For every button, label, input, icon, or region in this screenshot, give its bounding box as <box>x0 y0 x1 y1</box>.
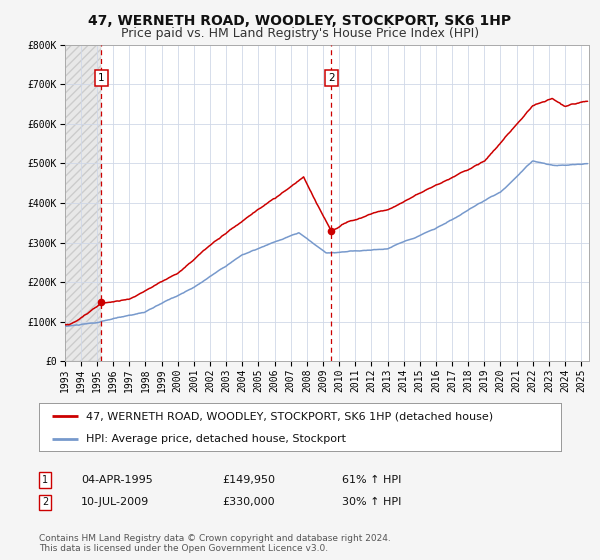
Text: 10-JUL-2009: 10-JUL-2009 <box>81 497 149 507</box>
Text: 61% ↑ HPI: 61% ↑ HPI <box>342 475 401 485</box>
Text: £330,000: £330,000 <box>222 497 275 507</box>
Bar <box>65 45 101 361</box>
Text: 2: 2 <box>328 73 335 83</box>
Text: 04-APR-1995: 04-APR-1995 <box>81 475 153 485</box>
Text: HPI: Average price, detached house, Stockport: HPI: Average price, detached house, Stoc… <box>86 434 346 444</box>
Text: 1: 1 <box>98 73 105 83</box>
Text: Contains HM Land Registry data © Crown copyright and database right 2024.
This d: Contains HM Land Registry data © Crown c… <box>39 534 391 553</box>
Text: 47, WERNETH ROAD, WOODLEY, STOCKPORT, SK6 1HP: 47, WERNETH ROAD, WOODLEY, STOCKPORT, SK… <box>88 14 512 28</box>
Text: 2: 2 <box>42 497 48 507</box>
Text: 30% ↑ HPI: 30% ↑ HPI <box>342 497 401 507</box>
Text: £149,950: £149,950 <box>222 475 275 485</box>
Bar <box>65 45 101 361</box>
Text: 1: 1 <box>42 475 48 485</box>
Text: 47, WERNETH ROAD, WOODLEY, STOCKPORT, SK6 1HP (detached house): 47, WERNETH ROAD, WOODLEY, STOCKPORT, SK… <box>86 411 493 421</box>
Text: Price paid vs. HM Land Registry's House Price Index (HPI): Price paid vs. HM Land Registry's House … <box>121 27 479 40</box>
